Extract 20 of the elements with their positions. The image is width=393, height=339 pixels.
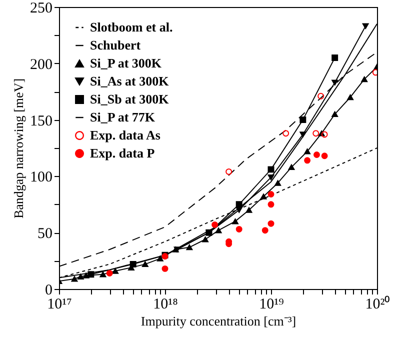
y-axis-title: Bandgap narrowing [meV] (11, 78, 26, 219)
legend-label: Slotboom et al. (90, 20, 173, 34)
legend-label: Si_As at 300K (90, 74, 170, 88)
legend-label: Si_P at 300K (90, 56, 162, 70)
y-tick-label: 150 (30, 113, 52, 130)
x-tick-label: 10¹⁹ (259, 296, 284, 312)
legend-label: Schubert (90, 38, 142, 52)
legend-label: Exp. data P (90, 146, 155, 160)
legend-label: Si_Sb at 300K (90, 92, 170, 106)
y-tick-label: 50 (38, 226, 52, 242)
legend-label: Si_P at 77K (90, 110, 156, 124)
y-tick-label: 250 (30, 0, 52, 16)
legend-label: Exp. data As (90, 128, 160, 142)
x-tick-label: 10¹⁷ (47, 296, 72, 312)
x-axis-title: Impurity concentration [cm⁻³] (140, 314, 296, 328)
y-tick-label: 200 (30, 56, 52, 73)
x-tick-label: 10²⁰ (365, 296, 390, 312)
x-tick-label: 10¹⁸ (153, 296, 178, 312)
y-tick-label: 100 (30, 170, 52, 186)
y-tick-label: 0 (45, 282, 52, 298)
